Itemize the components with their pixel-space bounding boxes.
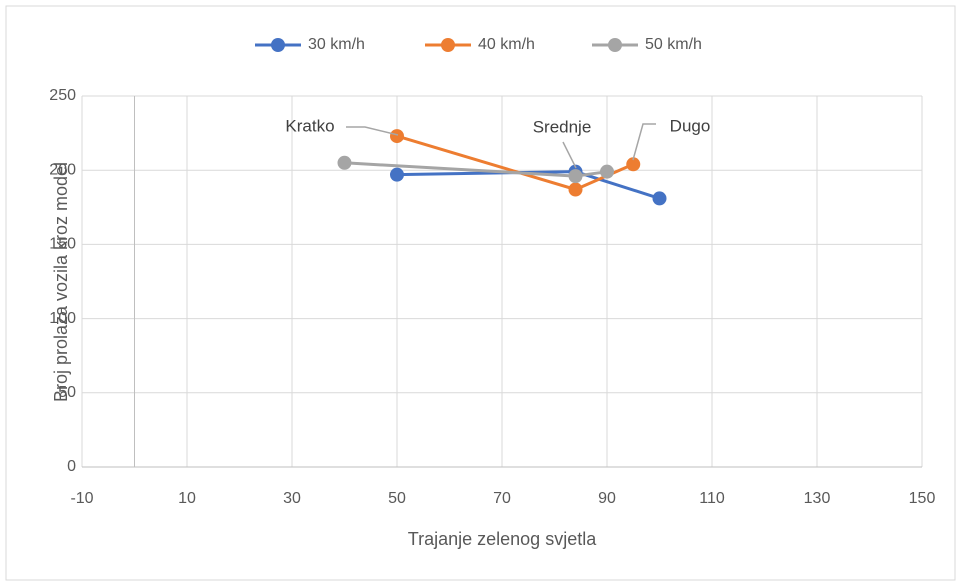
legend-label: 40 km/h xyxy=(478,36,535,53)
legend-label: 30 km/h xyxy=(308,36,365,53)
y-axis-title: Broj prolaza vozila kroz model xyxy=(51,162,71,402)
point xyxy=(652,191,667,206)
point xyxy=(337,155,352,170)
leader-line xyxy=(632,123,656,161)
x-tick-label: 90 xyxy=(598,490,616,507)
annotation: Dugo xyxy=(670,116,711,135)
x-tick-label: 150 xyxy=(909,490,936,507)
leader-line xyxy=(562,141,577,169)
chart-frame xyxy=(5,5,956,581)
point xyxy=(568,169,583,184)
x-axis-title: Trajanje zelenog svjetla xyxy=(408,529,597,549)
y-tick-label: 100 xyxy=(49,310,76,327)
x-tick-label: 30 xyxy=(283,490,301,507)
legend-marker xyxy=(441,38,455,52)
x-tick-label: 50 xyxy=(388,490,406,507)
legend-marker xyxy=(271,38,285,52)
leader-line xyxy=(346,126,399,136)
y-tick-label: 0 xyxy=(67,458,76,475)
legend-marker xyxy=(608,38,622,52)
x-tick-label: 70 xyxy=(493,490,511,507)
point xyxy=(600,164,614,179)
x-tick-label: 110 xyxy=(699,490,725,507)
annotation: Srednje xyxy=(533,117,592,136)
x-tick-label: 130 xyxy=(804,490,831,507)
y-tick-label: 150 xyxy=(49,236,76,253)
x-tick-label: -10 xyxy=(70,490,93,507)
point xyxy=(390,167,404,182)
point xyxy=(390,129,404,144)
x-tick-label: 10 xyxy=(178,490,196,507)
legend-label: 50 km/h xyxy=(645,36,702,53)
point xyxy=(568,182,583,197)
point xyxy=(626,157,641,172)
y-tick-label: 200 xyxy=(49,161,76,178)
annotation: Kratko xyxy=(285,116,334,135)
y-tick-label: 250 xyxy=(49,87,76,104)
y-tick-label: 50 xyxy=(58,384,76,401)
